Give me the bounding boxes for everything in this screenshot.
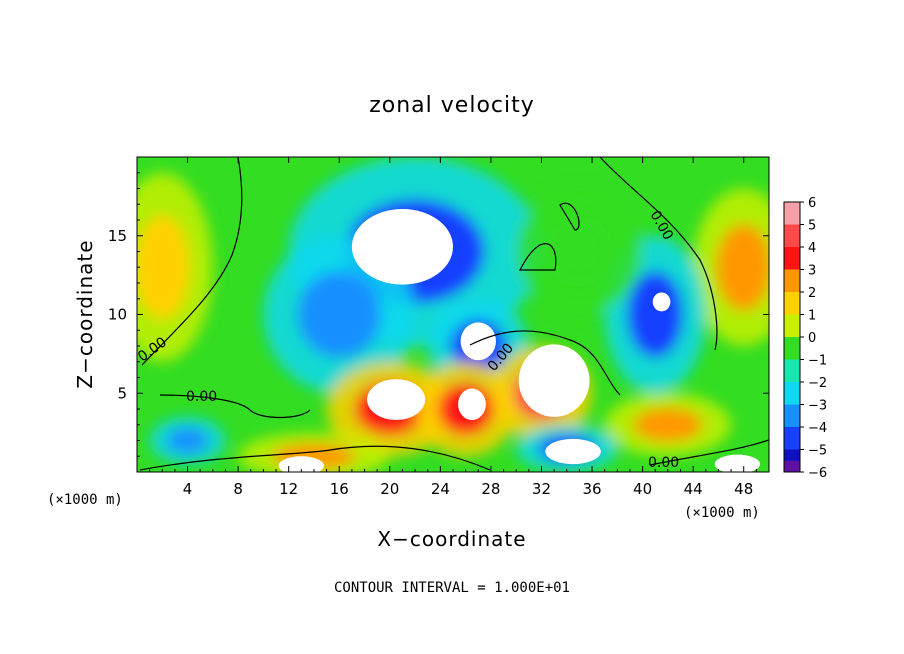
contour-line — [469, 330, 621, 396]
overflow-region — [714, 454, 761, 472]
colorbar-swatch — [784, 404, 800, 427]
overflow-region — [351, 208, 453, 285]
colorbar-swatch — [784, 359, 800, 382]
contour-line — [139, 445, 491, 471]
colorbar-label: 2 — [808, 286, 816, 301]
field-blob-core — [633, 407, 703, 443]
x-tick-label: 16 — [330, 480, 349, 498]
zero-contours — [139, 157, 769, 471]
colorbar-label: −5 — [808, 444, 827, 459]
contour-line — [649, 439, 769, 466]
contour-interval-note: CONTOUR INTERVAL = 1.000E+01 — [334, 580, 570, 596]
colorbar-label: −2 — [808, 376, 827, 391]
colorbar-label: 0 — [808, 331, 816, 346]
colorbar-label: 4 — [808, 241, 816, 256]
y-axis-label: Z−coordinate — [73, 239, 97, 388]
contour-line — [141, 157, 243, 366]
field-blob-core — [544, 216, 615, 287]
colorbar-swatch — [784, 247, 800, 270]
overflow-region — [652, 292, 671, 312]
contour-label: 0.00 — [186, 389, 217, 405]
field-blob-core — [627, 271, 684, 358]
x-tick-label: 48 — [734, 480, 753, 498]
x-tick-label: 44 — [684, 480, 703, 498]
overflow-region — [367, 379, 426, 421]
x-unit-right: (×1000 m) — [684, 505, 760, 521]
y-tick-label: 10 — [108, 306, 127, 324]
y-axis: 5 10 15 — [108, 172, 769, 457]
colorbar-label: 6 — [808, 196, 816, 211]
field-blob-core — [715, 223, 769, 311]
field-blob-core — [137, 215, 191, 320]
x-tick-label: 32 — [532, 480, 551, 498]
colorbar-swatch — [784, 314, 800, 337]
plot-area: 0.00 0.00 0.00 0.00 0.00 — [137, 157, 769, 472]
x-tick-label: 12 — [279, 480, 298, 498]
colorbar-swatch — [784, 269, 800, 292]
x-tick-label: 4 — [183, 480, 193, 498]
overflow-region — [545, 438, 601, 465]
overflow-region — [458, 388, 486, 421]
x-tick-label: 8 — [233, 480, 243, 498]
colorbar-label: −3 — [808, 399, 827, 414]
x-axis: 4 8 12 16 20 24 28 32 36 40 44 48 — [149, 157, 757, 498]
overflow-regions — [278, 208, 761, 472]
field-blob-core — [297, 271, 381, 358]
x-tick-label: 24 — [431, 480, 450, 498]
colorbar-label: −1 — [808, 354, 827, 369]
colorbar-swatch — [784, 202, 800, 225]
x-unit-left: (×1000 m) — [47, 492, 123, 508]
colorbar-label: 5 — [808, 219, 816, 234]
x-tick-label: 20 — [380, 480, 399, 498]
colorbar-label: −4 — [808, 421, 827, 436]
contour-line — [599, 157, 718, 351]
field-blob-core — [166, 427, 209, 454]
contour-line — [519, 243, 557, 271]
x-axis-label: X−coordinate — [377, 527, 526, 551]
overflow-region — [518, 344, 590, 417]
contour-line — [559, 202, 580, 231]
colorbar-swatch — [784, 427, 800, 450]
x-tick-label: 36 — [582, 480, 601, 498]
colorbar-label: 1 — [808, 309, 816, 324]
colorbar-label: 3 — [808, 264, 816, 279]
colorbar-swatch — [784, 224, 800, 247]
contour-line — [159, 394, 311, 419]
x-tick-label: 40 — [633, 480, 652, 498]
y-tick-label: 15 — [108, 227, 127, 245]
colorbar-swatch — [784, 460, 800, 472]
y-tick-label: 5 — [117, 384, 127, 402]
colorbar: 6 5 4 3 2 1 0 −1 −2 −3 −4 −5 −6 — [783, 196, 827, 481]
contour-label: 0.00 — [648, 455, 679, 471]
x-tick-label: 28 — [481, 480, 500, 498]
chart-title: zonal velocity — [369, 93, 535, 118]
colorbar-swatch — [784, 382, 800, 405]
colorbar-swatch — [784, 292, 800, 315]
colorbar-swatch — [784, 337, 800, 360]
colorbar-label: −6 — [808, 466, 827, 481]
overflow-region — [278, 456, 325, 472]
